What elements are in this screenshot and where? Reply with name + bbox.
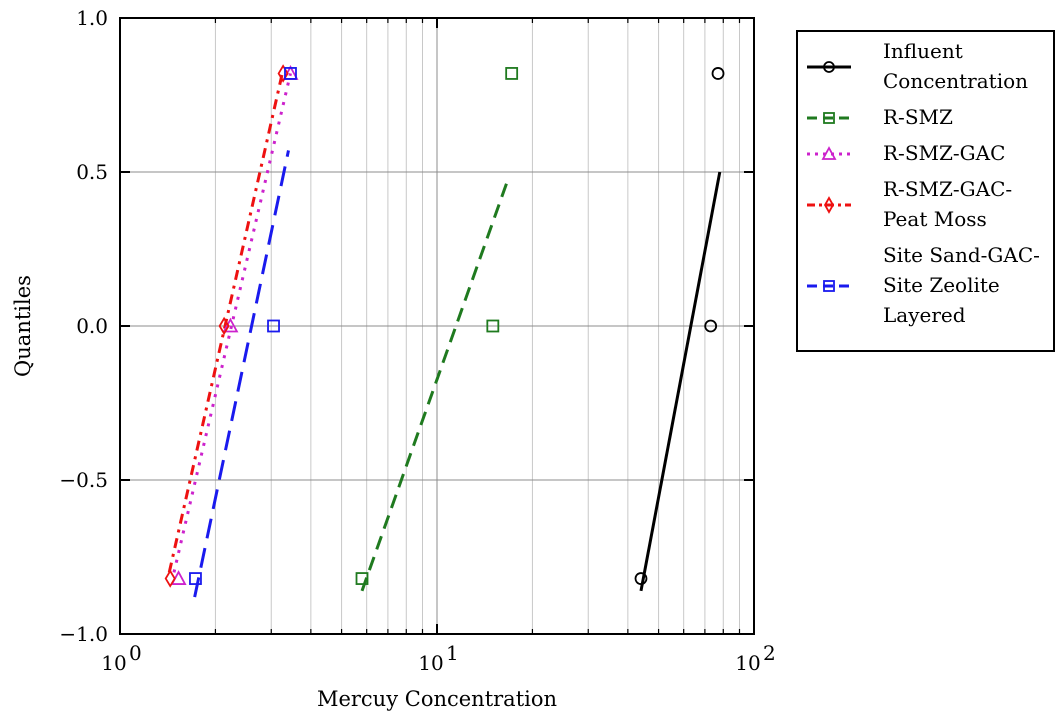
legend-label-series-3: R-SMZ-GAC xyxy=(883,141,1005,165)
legend-label-series-4: R-SMZ-GAC- xyxy=(883,177,1012,201)
legend-label-series-4: Peat Moss xyxy=(883,207,987,231)
y-tick-label: −0.5 xyxy=(59,468,108,492)
data-point-series-2 xyxy=(486,319,500,333)
legend-marker-series-5 xyxy=(823,280,835,292)
legend-label-series-5: Site Sand-GAC- xyxy=(883,243,1040,267)
legend-label-series-5: Layered xyxy=(883,303,966,327)
x-tick-label: 10 xyxy=(418,651,443,675)
fit-lines xyxy=(167,73,722,598)
data-points xyxy=(164,64,725,588)
data-point-series-2 xyxy=(355,572,369,585)
legend-label-series-1: Influent xyxy=(883,39,963,63)
data-point-series-5 xyxy=(284,67,297,80)
y-tick-label: 0.0 xyxy=(76,314,108,338)
x-tick-exponent: 0 xyxy=(129,641,142,665)
data-point-series-5 xyxy=(189,572,202,585)
x-tick-exponent: 1 xyxy=(446,641,459,665)
legend-marker-series-2 xyxy=(823,112,835,124)
data-point-series-3 xyxy=(222,317,239,333)
legend: Influent Concentration R-SMZ R-SMZ-GAC R-SMZ… xyxy=(796,30,1055,352)
fit-line-series-2 xyxy=(360,177,510,592)
y-tick-label: 1.0 xyxy=(76,6,108,30)
x-axis-label: Mercuy Concentration xyxy=(317,687,557,711)
y-axis-label: Quantiles xyxy=(11,275,35,377)
data-point-series-1 xyxy=(634,572,648,585)
legend-label-series-2: R-SMZ xyxy=(883,105,953,129)
legend-label-series-1: Concentration xyxy=(883,69,1028,93)
grid-lines xyxy=(119,17,755,635)
x-tick-label: 10 xyxy=(101,651,126,675)
x-tick-label: 10 xyxy=(735,651,760,675)
data-point-series-5 xyxy=(267,319,280,333)
data-point-series-4 xyxy=(164,569,176,588)
legend-box xyxy=(796,30,1055,352)
fit-line-series-5 xyxy=(193,150,290,598)
x-tick-exponent: 2 xyxy=(763,641,776,665)
y-tick-label: −1.0 xyxy=(59,622,108,646)
legend-marker-series-3 xyxy=(821,146,837,160)
data-point-series-4 xyxy=(218,316,230,336)
data-point-series-2 xyxy=(505,67,519,80)
data-point-series-1 xyxy=(704,319,718,333)
legend-marker-series-4 xyxy=(823,196,835,214)
legend-label-series-5: Site Zeolite xyxy=(883,273,1000,297)
data-point-series-4 xyxy=(277,64,289,83)
data-point-series-1 xyxy=(711,67,725,80)
y-tick-label: 0.5 xyxy=(76,160,108,184)
axis-ticks xyxy=(119,17,755,635)
tick-labels: 10 0 10 1 10 21.00.50.0−0.5−1.0 xyxy=(59,6,775,675)
fit-line-series-1 xyxy=(639,171,722,592)
legend-marker-series-1 xyxy=(823,61,835,73)
